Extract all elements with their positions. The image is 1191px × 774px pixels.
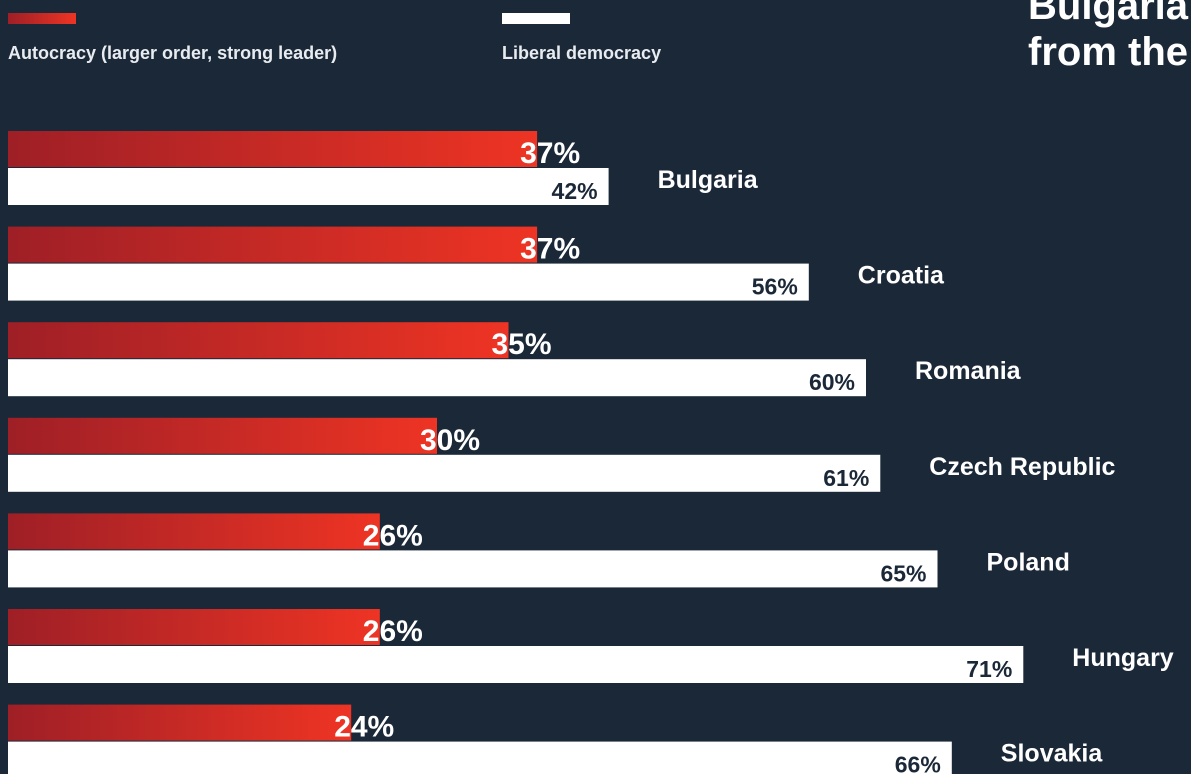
- legend-swatch-autocracy: [8, 13, 76, 24]
- bar-democracy: [8, 550, 938, 588]
- democracy-value-label: 71%: [966, 656, 1012, 682]
- bar-autocracy: [8, 609, 380, 645]
- country-label: Croatia: [858, 262, 945, 290]
- bar-democracy: [8, 454, 881, 492]
- legend-swatch-democracy: [502, 13, 570, 24]
- autocracy-value-label: 30%: [420, 424, 480, 457]
- bar-democracy: [8, 359, 866, 397]
- country-label: Bulgaria: [658, 166, 759, 194]
- bar-democracy: [8, 263, 809, 301]
- bar-democracy: [8, 168, 609, 205]
- legend-label-autocracy: Autocracy (larger order, strong leader): [8, 43, 338, 63]
- bar-autocracy: [8, 131, 538, 167]
- chart-title-line-2: from the: [1028, 30, 1188, 74]
- autocracy-value-label: 35%: [492, 328, 552, 361]
- country-label: Slovakia: [1001, 740, 1104, 768]
- autocracy-value-label: 26%: [363, 519, 423, 552]
- bar-autocracy: [8, 417, 437, 454]
- country-label: Czech Republic: [929, 453, 1115, 481]
- democracy-value-label: 61%: [823, 465, 869, 491]
- democracy-value-label: 56%: [752, 274, 798, 300]
- chart-title-line-1: Bulgaria: [1028, 0, 1189, 28]
- democracy-value-label: 42%: [552, 178, 598, 204]
- country-label: Poland: [987, 548, 1070, 576]
- country-label: Hungary: [1072, 644, 1174, 672]
- autocracy-value-label: 24%: [334, 711, 394, 744]
- autocracy-value-label: 37%: [520, 233, 580, 266]
- country-label: Romania: [915, 357, 1022, 385]
- bar-autocracy: [8, 322, 509, 359]
- bar-democracy: [8, 741, 952, 774]
- democracy-value-label: 60%: [809, 369, 855, 395]
- autocracy-value-label: 37%: [520, 137, 580, 170]
- bar-democracy: [8, 646, 1024, 683]
- democracy-value-label: 66%: [895, 752, 941, 774]
- bar-autocracy: [8, 226, 538, 263]
- democracy-value-label: 65%: [880, 560, 926, 586]
- legend-label-democracy: Liberal democracy: [502, 43, 662, 63]
- bar-autocracy: [8, 513, 380, 550]
- autocracy-value-label: 26%: [363, 615, 423, 648]
- bar-autocracy: [8, 704, 352, 741]
